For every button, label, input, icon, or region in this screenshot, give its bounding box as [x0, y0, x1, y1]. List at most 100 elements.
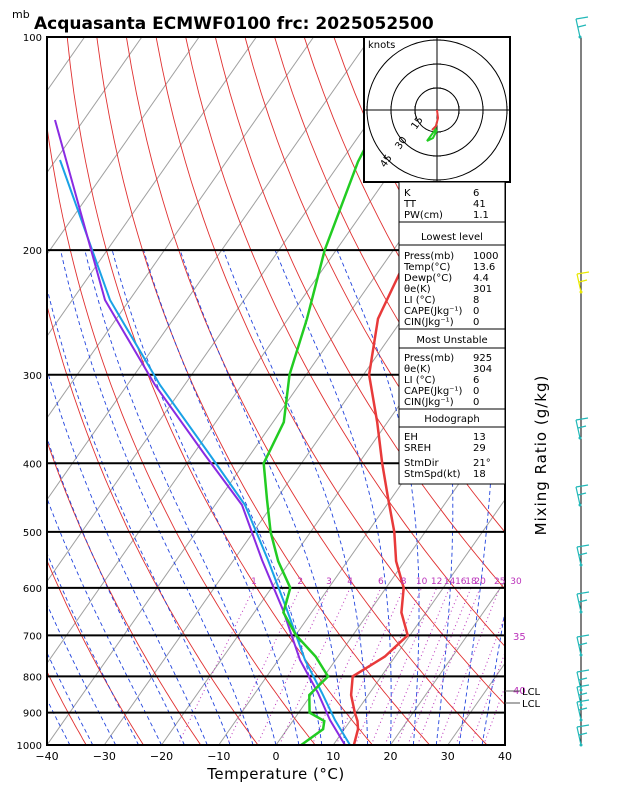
pressure-tick-label: 900	[23, 709, 42, 720]
dry-adiabat-line	[47, 670, 87, 745]
mu-press-label: Press(mb)	[404, 353, 454, 364]
temperature-tick-label: −40	[35, 750, 58, 763]
isotherm-line	[103, 171, 505, 745]
moist-adiabat-line	[47, 698, 71, 745]
mixing-ratio-label: 20	[474, 577, 486, 587]
isotherm-line	[47, 37, 257, 337]
isotherm-line	[390, 580, 505, 745]
dry-adiabat-line	[541, 37, 618, 745]
indices-frame	[398, 181, 506, 485]
wind-barb-staff	[576, 593, 582, 613]
moist-adiabat-line	[60, 250, 254, 745]
isotherm-line	[47, 37, 315, 419]
dry-adiabat-line	[244, 37, 505, 533]
pressure-tick-label: 100	[23, 33, 42, 44]
pressure-tick-label: 600	[23, 584, 42, 595]
moist-adiabat-line	[47, 651, 94, 745]
hodograph-inset: knots 15 30 45	[363, 36, 511, 183]
hb-stmspd-label: StmSpd(kt)	[404, 469, 461, 480]
hodograph-trace-red	[431, 109, 440, 131]
ll-thetae-label: θe(K)	[404, 284, 431, 295]
wind-barb-flag	[578, 599, 588, 603]
ll-dewp-value: 4.4	[473, 273, 489, 284]
idx-k-label: K	[404, 188, 411, 199]
wind-barb-flag	[578, 677, 588, 681]
hb-eh-label: EH	[404, 432, 418, 443]
wind-barb-dot	[579, 743, 583, 747]
pressure-tick-label: 500	[23, 528, 42, 539]
mixing-ratio-label: 6	[378, 577, 384, 587]
isotherm-line	[47, 37, 200, 256]
pressure-tick-label: 400	[23, 459, 42, 470]
hb-stmspd-value: 18	[473, 469, 486, 480]
dry-adiabat-line	[274, 37, 505, 477]
x-axis-label: Temperature (°C)	[206, 765, 344, 783]
hb-stmdir-value: 21°	[473, 458, 491, 469]
wind-barb-dot	[578, 503, 582, 507]
mixing-ratio-label: 3	[326, 577, 332, 587]
mu-cin-label: CIN(Jkg⁻¹)	[404, 397, 454, 408]
wind-barb-staff	[575, 18, 581, 38]
wind-barb-flag	[576, 699, 590, 703]
wind-barb-staff	[575, 486, 581, 506]
ll-press-value: 1000	[473, 251, 498, 262]
mixing-ratio-label: 25	[494, 577, 505, 587]
ll-cape-value: 0	[473, 306, 479, 317]
mixing-ratio-label: 4	[347, 577, 353, 587]
mu-thetae-value: 304	[473, 364, 492, 375]
moist-adiabat-line	[47, 744, 48, 745]
wind-barb-dot	[578, 35, 582, 39]
mixing-ratio-line	[226, 587, 301, 745]
dewpoint-profile	[262, 37, 424, 745]
pressure-unit-label: mb	[12, 8, 30, 21]
mixing-ratio-label: 16	[455, 577, 467, 587]
isotherm-line	[332, 498, 505, 745]
idx-tt-label: TT	[403, 199, 417, 210]
hb-stmdir-label: StmDir	[404, 458, 439, 469]
mu-li-label: LI (°C)	[404, 375, 436, 386]
dry-adiabat-line	[601, 37, 618, 745]
wind-barb-dot	[578, 436, 582, 440]
ll-dewp-label: Dewp(°C)	[404, 273, 452, 284]
mixing-ratio-axis-label: Mixing Ratio (g/kg)	[532, 375, 550, 536]
temperature-tick-label: 30	[441, 750, 455, 763]
side-label-35: 35	[513, 632, 526, 643]
wind-barb-flag	[576, 591, 590, 595]
dry-adiabat-line	[66, 37, 373, 745]
mu-press-value: 925	[473, 353, 492, 364]
wind-profile-column	[575, 16, 590, 747]
ll-li-value: 8	[473, 295, 479, 306]
pressure-tick-label: 200	[23, 246, 42, 257]
lcl-label-1: LCL	[522, 687, 541, 698]
mixing-ratio-line	[384, 587, 450, 745]
wind-barb-staff	[576, 726, 582, 746]
lowest-level-title: Lowest level	[421, 232, 483, 243]
ll-thetae-value: 301	[473, 284, 492, 295]
temperature-tick-label: 0	[273, 750, 280, 763]
dry-adiabat-line	[185, 37, 505, 648]
ll-cin-value: 0	[473, 317, 479, 328]
mixing-ratio-label: 2	[297, 577, 303, 587]
mixing-ratio-label: 1	[251, 577, 257, 587]
mixing-ratio-line	[370, 587, 438, 745]
isotherm-line	[275, 416, 505, 745]
hb-sreh-value: 29	[473, 443, 486, 454]
temperature-tick-label: 40	[498, 750, 512, 763]
idx-pw-value: 1.1	[473, 210, 489, 221]
pressure-tick-labels: 100 200 300 400 500 600 700 800 900 1000	[17, 33, 42, 752]
mixing-ratio-line	[279, 587, 351, 745]
mu-cape-label: CAPE(Jkg⁻¹)	[404, 386, 462, 397]
mixing-ratio-line	[483, 685, 505, 745]
wind-barb-staff	[576, 636, 582, 656]
moist-adiabat-line	[111, 249, 300, 745]
wind-barb-flag	[576, 684, 590, 688]
chart-title: Acquasanta ECMWF0100 frc: 2025052500	[34, 14, 434, 34]
temperature-tick-label: −20	[150, 750, 173, 763]
wind-barb-flag	[578, 642, 588, 646]
pressure-tick-label: 700	[23, 631, 42, 642]
wind-barb-flag	[577, 492, 587, 496]
moist-adiabat-line	[274, 249, 392, 745]
wind-barb-flag	[576, 271, 590, 275]
temperature-tick-label: −10	[207, 750, 230, 763]
